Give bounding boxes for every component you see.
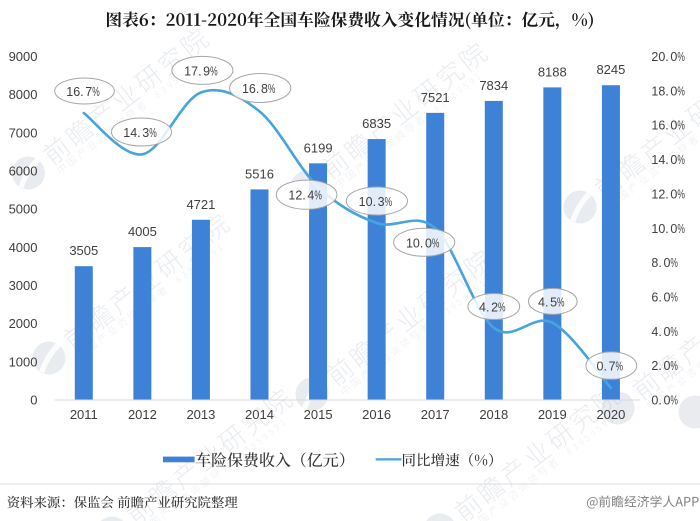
svg-text:2019: 2019 [538,407,567,422]
svg-text:7834: 7834 [479,78,508,93]
svg-text:16.0%: 16. 0% [651,119,684,133]
svg-text:4005: 4005 [128,224,157,239]
svg-text:6000: 6000 [9,164,38,179]
svg-text:8245: 8245 [596,62,625,77]
svg-text:4.0%: 4. 0% [651,325,677,339]
svg-text:9000: 9000 [9,49,38,64]
svg-text:7521: 7521 [421,90,450,105]
svg-text:3000: 3000 [9,278,38,293]
svg-text:14.3%: 14. 3% [123,126,156,140]
svg-text:12.4%: 12. 4% [288,189,321,203]
svg-text:6199: 6199 [304,140,333,155]
svg-text:10.3%: 10. 3% [359,195,392,209]
svg-text:5000: 5000 [9,202,38,217]
svg-text:0.0%: 0. 0% [651,394,677,408]
svg-text:2017: 2017 [421,407,450,422]
svg-text:2.0%: 2. 0% [651,359,677,373]
svg-text:4.2%: 4. 2% [479,301,505,315]
svg-text:2011: 2011 [70,407,98,422]
svg-text:16.7%: 16. 7% [66,85,99,99]
svg-text:16.8%: 16. 8% [242,82,275,96]
svg-text:0.7%: 0. 7% [597,360,623,374]
svg-text:2018: 2018 [479,407,508,422]
svg-text:6835: 6835 [362,116,391,131]
svg-text:2014: 2014 [245,407,274,422]
svg-text:2000: 2000 [9,316,38,331]
svg-text:2016: 2016 [362,407,391,422]
svg-text:2015: 2015 [304,407,333,422]
svg-text:4721: 4721 [186,197,215,212]
svg-text:1000: 1000 [9,354,38,369]
svg-text:8188: 8188 [538,64,567,79]
svg-text:4.5%: 4. 5% [538,295,564,309]
svg-text:4000: 4000 [9,240,38,255]
svg-text:20.0%: 20. 0% [651,50,684,64]
svg-text:12.0%: 12. 0% [651,187,684,201]
svg-text:2013: 2013 [186,407,215,422]
svg-text:2020: 2020 [596,407,625,422]
svg-text:10.0%: 10. 0% [406,236,439,250]
svg-text:14.0%: 14. 0% [651,153,684,167]
svg-text:5516: 5516 [245,166,274,181]
svg-text:2012: 2012 [128,407,157,422]
svg-text:10.0%: 10. 0% [651,222,684,236]
svg-text:8000: 8000 [9,87,38,102]
svg-text:8.0%: 8. 0% [651,256,677,270]
svg-text:7000: 7000 [9,125,38,140]
svg-text:17.9%: 17. 9% [184,64,217,78]
svg-text:6.0%: 6. 0% [651,291,677,305]
svg-text:18.0%: 18. 0% [651,84,684,98]
svg-text:3505: 3505 [69,243,98,258]
svg-text:0: 0 [30,393,37,408]
